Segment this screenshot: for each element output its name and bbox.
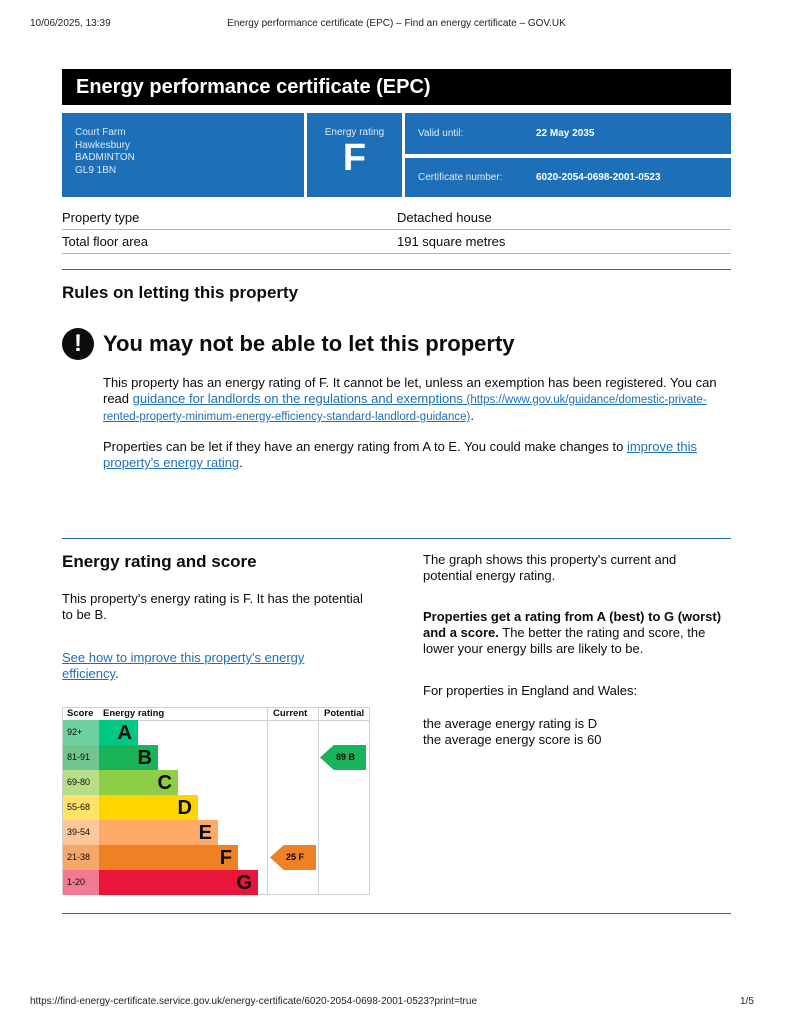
band-score-G: 1-20 [63, 870, 99, 895]
divider [62, 538, 731, 539]
address-line: Hawkesbury [75, 139, 131, 151]
band-score-A: 92+ [63, 720, 99, 745]
bold-text: Properties get a rating from A (best) to… [423, 609, 722, 640]
link-url: (https://www.gov.uk/guidance/domestic-pr… [103, 394, 707, 423]
energy-rating-label: Energy rating [324, 127, 385, 138]
property-value: Detached house [397, 210, 492, 225]
band-score-C: 69-80 [63, 770, 99, 795]
rules-heading: Rules on letting this property [62, 283, 299, 302]
band-bar-B: B [99, 745, 158, 770]
average-rating-text: the average energy rating is D [423, 716, 598, 731]
energy-rating-box: Energy rating F [307, 113, 402, 197]
improve-efficiency-link[interactable]: See how to improve this property's energ… [62, 650, 305, 681]
page-number: 1/5 [740, 996, 754, 1007]
property-type-row: Property type Detached house [62, 206, 731, 230]
page-title: Energy performance certificate (EPC) [62, 69, 731, 105]
print-title: Energy performance certificate (EPC) – F… [227, 18, 566, 29]
band-bar-C: C [99, 770, 178, 795]
england-wales-text: For properties in England and Wales: [423, 683, 638, 698]
graph-description: The graph shows this property's current … [423, 552, 677, 583]
text: The better the rating and score, the low… [423, 625, 706, 656]
potential-rating-arrow: 89 B [320, 745, 366, 770]
band-score-D: 55-68 [63, 795, 99, 820]
text: This property has an energy rating of F.… [103, 375, 717, 406]
improve-paragraph: See how to improve this property's energ… [62, 650, 352, 682]
band-bar-F: F [99, 845, 238, 870]
letting-paragraph: This property has an energy rating of F.… [103, 375, 733, 425]
score-paragraph: This property's energy rating is F. It h… [62, 591, 363, 622]
current-rating-arrow: 25 F [270, 845, 316, 870]
address-line: Court Farm [75, 127, 126, 138]
header-potential: Potential [324, 708, 365, 719]
average-score-text: the average energy score is 60 [423, 732, 602, 747]
address-line: GL9 1BN [75, 164, 117, 176]
letting-paragraph-2: Properties can be let if they have an en… [103, 439, 733, 471]
band-score-F: 21-38 [63, 845, 99, 870]
energy-rating-chart: Score Energy rating Current Potential 92… [62, 707, 370, 895]
header-current: Current [273, 708, 308, 719]
property-value: 191 square metres [397, 234, 506, 249]
address: Court Farm Hawkesbury BADMINTON GL9 1BN [62, 113, 304, 197]
band-bar-D: D [99, 795, 198, 820]
print-date: 10/06/2025, 13:39 [30, 18, 111, 29]
valid-until: Valid until: 22 May 2035 [405, 113, 731, 154]
divider [62, 269, 731, 270]
warning-heading: You may not be able to let this property [103, 331, 515, 356]
band-bar-G: G [99, 870, 258, 895]
link-text: guidance for landlords on the regulation… [132, 391, 463, 406]
property-key: Total floor area [62, 234, 148, 249]
improve-rating-link[interactable]: improve this property's energy rating [103, 439, 698, 470]
band-score-B: 81-91 [63, 745, 99, 770]
certificate-number: Certificate number: 6020-2054-0698-2001-0… [405, 158, 731, 197]
floor-area-row: Total floor area 191 square metres [62, 230, 731, 254]
header-score: Score [67, 708, 94, 719]
rating-explanation: Properties get a rating from A (best) to… [423, 609, 733, 657]
divider [62, 913, 731, 914]
band-score-E: 39-54 [63, 820, 99, 845]
text: Properties can be let if they have an en… [103, 439, 627, 454]
header-energy-rating: Energy rating [103, 708, 165, 719]
certificate-label: Certificate number: [418, 172, 503, 183]
band-bar-E: E [99, 820, 218, 845]
address-line: BADMINTON [75, 152, 135, 163]
print-url: https://find-energy-certificate.service.… [30, 996, 478, 1007]
text: . [470, 408, 474, 423]
property-key: Property type [62, 210, 140, 225]
energy-rating-value: F [342, 137, 367, 179]
valid-until-value: 22 May 2035 [536, 128, 595, 139]
text: . [239, 455, 243, 470]
landlord-guidance-link[interactable]: guidance for landlords on the regulation… [103, 391, 707, 423]
warning-icon: ! [62, 328, 94, 360]
text: . [115, 666, 119, 681]
band-bar-A: A [99, 720, 138, 745]
valid-until-label: Valid until: [418, 128, 464, 139]
score-heading: Energy rating and score [62, 552, 257, 571]
certificate-value: 6020-2054-0698-2001-0523 [536, 172, 661, 183]
